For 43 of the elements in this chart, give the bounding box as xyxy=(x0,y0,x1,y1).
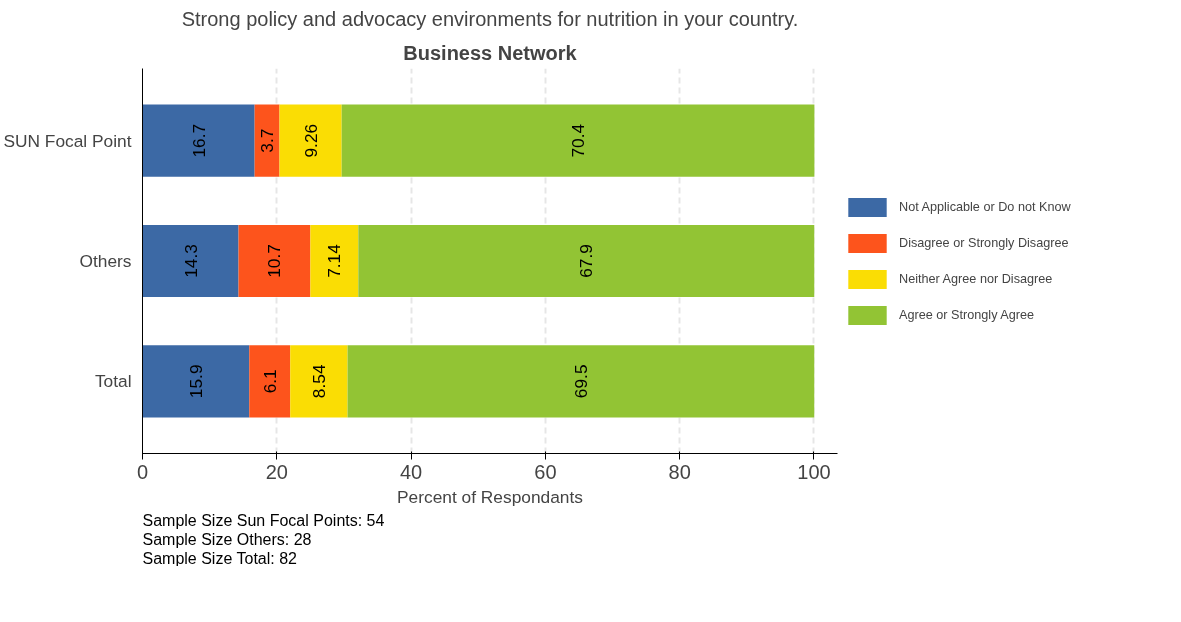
text: Sample Size Sun Focal Points: 54 xyxy=(142,511,385,529)
bar xyxy=(142,345,250,418)
bar xyxy=(249,345,291,418)
x-tick-label: 40 xyxy=(399,460,423,483)
bar xyxy=(341,104,815,177)
chart-title: Strong policy and advocacy environments for nutrition in your country. xyxy=(181,7,799,30)
data-label: 14.3 xyxy=(180,244,201,278)
bar xyxy=(358,224,815,298)
bar xyxy=(347,345,815,418)
data-label: 69.5 xyxy=(570,364,591,399)
data-label: 70.4 xyxy=(568,123,589,158)
y-tick-label: Total xyxy=(94,371,132,392)
data-label: 7.14 xyxy=(324,243,345,278)
data-label: 9.26 xyxy=(300,123,321,158)
x-axis-title: Percent of Respondants xyxy=(397,486,584,507)
data-label: 10.7 xyxy=(264,244,285,278)
legend-label: Neither Agree nor Disagree xyxy=(899,271,1053,286)
x-tick-label: 20 xyxy=(265,460,288,483)
legend-label: Agree or Strongly Agree xyxy=(899,307,1035,322)
data-label: 15.9 xyxy=(185,364,206,399)
legend-label: Disagree or Strongly Disagree xyxy=(899,235,1069,250)
bar xyxy=(238,224,311,298)
bar xyxy=(254,104,280,177)
x-tick-label: 80 xyxy=(668,460,691,483)
y-tick-label: Others xyxy=(79,251,132,271)
x-tick-label: 60 xyxy=(534,460,557,483)
data-label: 16.7 xyxy=(188,123,209,158)
bar xyxy=(142,224,239,298)
chart-subtitle: Business Network xyxy=(403,41,578,64)
x-tick-label: 0 xyxy=(136,460,149,483)
x-tick-label: 100 xyxy=(797,460,831,483)
text: Sample Size Total: 82 xyxy=(142,549,298,567)
data-label: 8.54 xyxy=(308,364,329,399)
bar xyxy=(310,224,359,298)
bar xyxy=(279,104,342,177)
bar xyxy=(290,345,348,418)
text: Sample Size Others: 28 xyxy=(142,530,312,548)
data-label: 6.1 xyxy=(259,369,280,394)
y-tick-label: SUN Focal Point xyxy=(3,130,132,151)
data-label: 67.9 xyxy=(576,244,597,278)
bar xyxy=(142,104,255,177)
data-label: 3.7 xyxy=(257,128,278,153)
legend-label: Not Applicable or Do not Know xyxy=(899,199,1071,214)
